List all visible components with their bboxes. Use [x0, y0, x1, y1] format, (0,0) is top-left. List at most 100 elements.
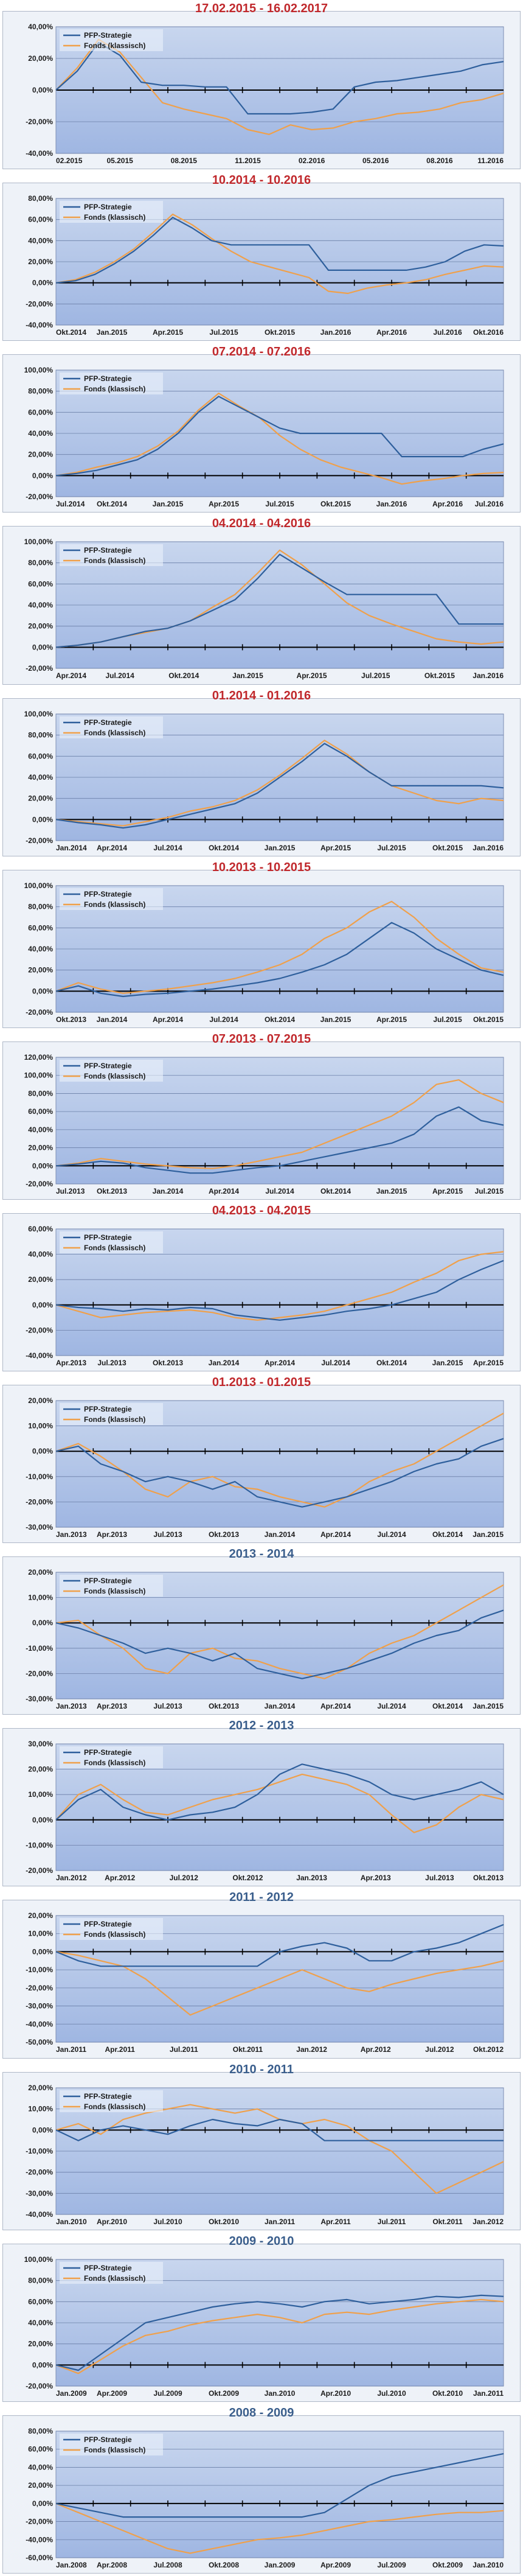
- legend-label: Fonds (klassisch): [84, 1415, 145, 1424]
- y-tick-label: 0,00%: [32, 2361, 53, 2369]
- y-tick-label: -40,00%: [26, 149, 53, 158]
- x-tick-label: Apr.2014: [97, 844, 127, 852]
- x-tick-label: Jul.2016: [475, 500, 504, 508]
- chart-panel: 07.2013 - 07.2015 120,00% 100,00% 80,00% 60,…: [0, 1031, 523, 1202]
- y-tick-label: 100,00%: [24, 710, 54, 718]
- x-tick-label: Apr.2016: [432, 500, 463, 508]
- legend-label: PFP-Strategie: [84, 546, 132, 555]
- y-tick-label: 60,00%: [28, 2297, 53, 2306]
- series-line-pfp: [55, 1106, 504, 1174]
- x-tick-label: Jan.2016: [473, 844, 504, 852]
- y-tick-label: 20,00%: [28, 1911, 53, 1920]
- chart-panel: 10.2013 - 10.2015 100,00% 80,00% 60,00% 40,0…: [0, 859, 523, 1031]
- chart-panel: 2010 - 2011 20,00% 10,00% 0,00% -10,00% -20,0…: [0, 2061, 523, 2233]
- x-tick-label: Jul.2008: [153, 2561, 182, 2569]
- series-line-pfp: [55, 1924, 504, 1967]
- x-tick-label: Jul.2013: [97, 1359, 126, 1367]
- chart-svg: 20,00% 10,00% 0,00% -10,00% -20,00% -30,00% -4…: [26, 1911, 504, 2054]
- chart-svg: 20,00%10,00%0,00%-10,00%-20,00%-30,00%Ja…: [26, 1568, 504, 1710]
- x-tick-label: Jan.2016: [376, 500, 407, 508]
- chart-panel: 10.2014 - 10.2016 80,00% 60,00% 40,00% 20,00…: [0, 172, 523, 343]
- y-tick-label: -50,00%: [26, 2038, 53, 2046]
- y-tick-label: -10,00%: [26, 1841, 53, 1850]
- y-tick-label: 10,00%: [28, 1790, 53, 1799]
- x-tick-label: Jan.2015: [432, 1359, 463, 1367]
- y-tick-label: 80,00%: [28, 1089, 53, 1097]
- x-tick-label: Jul.2015: [265, 500, 294, 508]
- x-tick-label: Apr.2010: [320, 2389, 351, 2398]
- legend-label: Fonds (klassisch): [84, 1072, 145, 1080]
- y-tick-label: 60,00%: [28, 1107, 53, 1116]
- x-tick-label: Jan.2015: [376, 1187, 407, 1195]
- x-tick-label: Apr.2016: [376, 328, 407, 337]
- x-tick-label: Okt.2014: [376, 1359, 407, 1367]
- y-tick-label: 40,00%: [28, 1125, 53, 1134]
- chart-title: 2008 - 2009: [229, 2406, 294, 2420]
- y-tick-label: 30,00%: [28, 1740, 53, 1748]
- legend-label: PFP-Strategie: [84, 890, 132, 898]
- x-tick-label: 11.2016: [477, 156, 504, 165]
- y-tick-label: -40,00%: [26, 2210, 53, 2219]
- y-tick-label: 20,00%: [28, 1396, 53, 1405]
- legend-label: PFP-Strategie: [84, 2435, 132, 2444]
- legend: PFP-Strategie Fonds (klassisch): [60, 1059, 163, 1082]
- x-tick-label: Apr.2014: [320, 1702, 351, 1710]
- y-tick-label: 0,00%: [32, 86, 53, 94]
- chart-panel: 07.2014 - 07.2016 100,00% 80,00% 60,00% 40,0…: [0, 343, 523, 515]
- chart-panel: 2011 - 2012 20,00% 10,00% 0,00% -10,00% -20,0…: [0, 1889, 523, 2060]
- x-tick-label: Jan.2012: [473, 2217, 504, 2226]
- chart-svg: 120,00% 100,00% 80,00% 60,00% 40,00% 20,00% 0,…: [24, 1053, 504, 1195]
- x-tick-label: Jan.2015: [320, 1015, 352, 1024]
- x-tick-label: Okt.2010: [209, 2217, 239, 2226]
- x-tick-label: Jul.2011: [378, 2217, 406, 2226]
- chart-title: 07.2013 - 07.2015: [212, 1032, 311, 1046]
- y-tick-label: -20,00%: [26, 1984, 53, 1992]
- y-tick-label: -20,00%: [26, 1008, 53, 1017]
- chart-panel: 01.2014 - 01.2016 100,00% 80,00% 60,00% 40,0…: [0, 687, 523, 859]
- legend-label: PFP-Strategie: [84, 2092, 132, 2101]
- legend-label: PFP-Strategie: [84, 203, 132, 211]
- x-tick-label: Okt.2014: [432, 1702, 463, 1710]
- x-tick-label: Jul.2013: [153, 1530, 182, 1539]
- y-tick-label: -30,00%: [26, 1523, 53, 1531]
- x-tick-label: Okt.2013: [209, 1702, 239, 1710]
- x-tick-label: Okt.2013: [56, 1015, 86, 1024]
- x-tick-label: Jul.2012: [170, 1874, 199, 1882]
- series-line-pfp: [55, 1763, 504, 1821]
- y-tick-label: 40,00%: [28, 2463, 53, 2471]
- x-tick-label: Apr.2012: [105, 1874, 135, 1882]
- x-tick-label: Apr.2011: [105, 2045, 135, 2054]
- x-tick-label: Apr.2013: [56, 1359, 86, 1367]
- y-tick-label: 0,00%: [32, 2499, 53, 2508]
- x-tick-label: Jul.2016: [433, 328, 462, 337]
- series-line-pfp: [55, 2452, 504, 2518]
- x-tick-label: Okt.2013: [473, 1874, 504, 1882]
- legend-label: Fonds (klassisch): [84, 2102, 145, 2111]
- chart-svg: 20,00%10,00%0,00%-10,00%-20,00%-30,00%Ja…: [26, 1396, 504, 1539]
- chart-svg: 80,00% 60,00% 40,00% 20,00% 0,00% -20,00% -40,…: [26, 194, 504, 337]
- x-tick-label: Jul.2013: [153, 1702, 182, 1710]
- y-tick-label: -20,00%: [26, 664, 53, 673]
- series-line-pfp: [55, 1438, 504, 1508]
- x-tick-label: Okt.2011: [432, 2217, 463, 2226]
- y-tick-label: 0,00%: [32, 279, 53, 287]
- chart-title: 07.2014 - 07.2016: [212, 345, 311, 359]
- y-tick-label: 20,00%: [28, 1275, 53, 1284]
- x-tick-label: 02.2015: [56, 156, 83, 165]
- chart-title: 2012 - 2013: [229, 1719, 294, 1733]
- y-tick-label: -20,00%: [26, 2168, 53, 2176]
- legend-label: Fonds (klassisch): [84, 213, 145, 222]
- x-tick-label: Okt.2014: [209, 844, 239, 852]
- chart-svg: 20,00% 10,00% 0,00% -10,00% -20,00% -30,00% -4…: [26, 2084, 504, 2226]
- legend-label: PFP-Strategie: [84, 1062, 132, 1070]
- legend-label: PFP-Strategie: [84, 718, 132, 727]
- x-tick-label: Jan.2015: [473, 1530, 504, 1539]
- chart-svg: 100,00% 80,00% 60,00% 40,00% 20,00% 0,00% -20,…: [24, 881, 504, 1024]
- x-tick-label: Jul.2014: [265, 1187, 294, 1195]
- x-tick-label: Jul.2014: [209, 1015, 238, 1024]
